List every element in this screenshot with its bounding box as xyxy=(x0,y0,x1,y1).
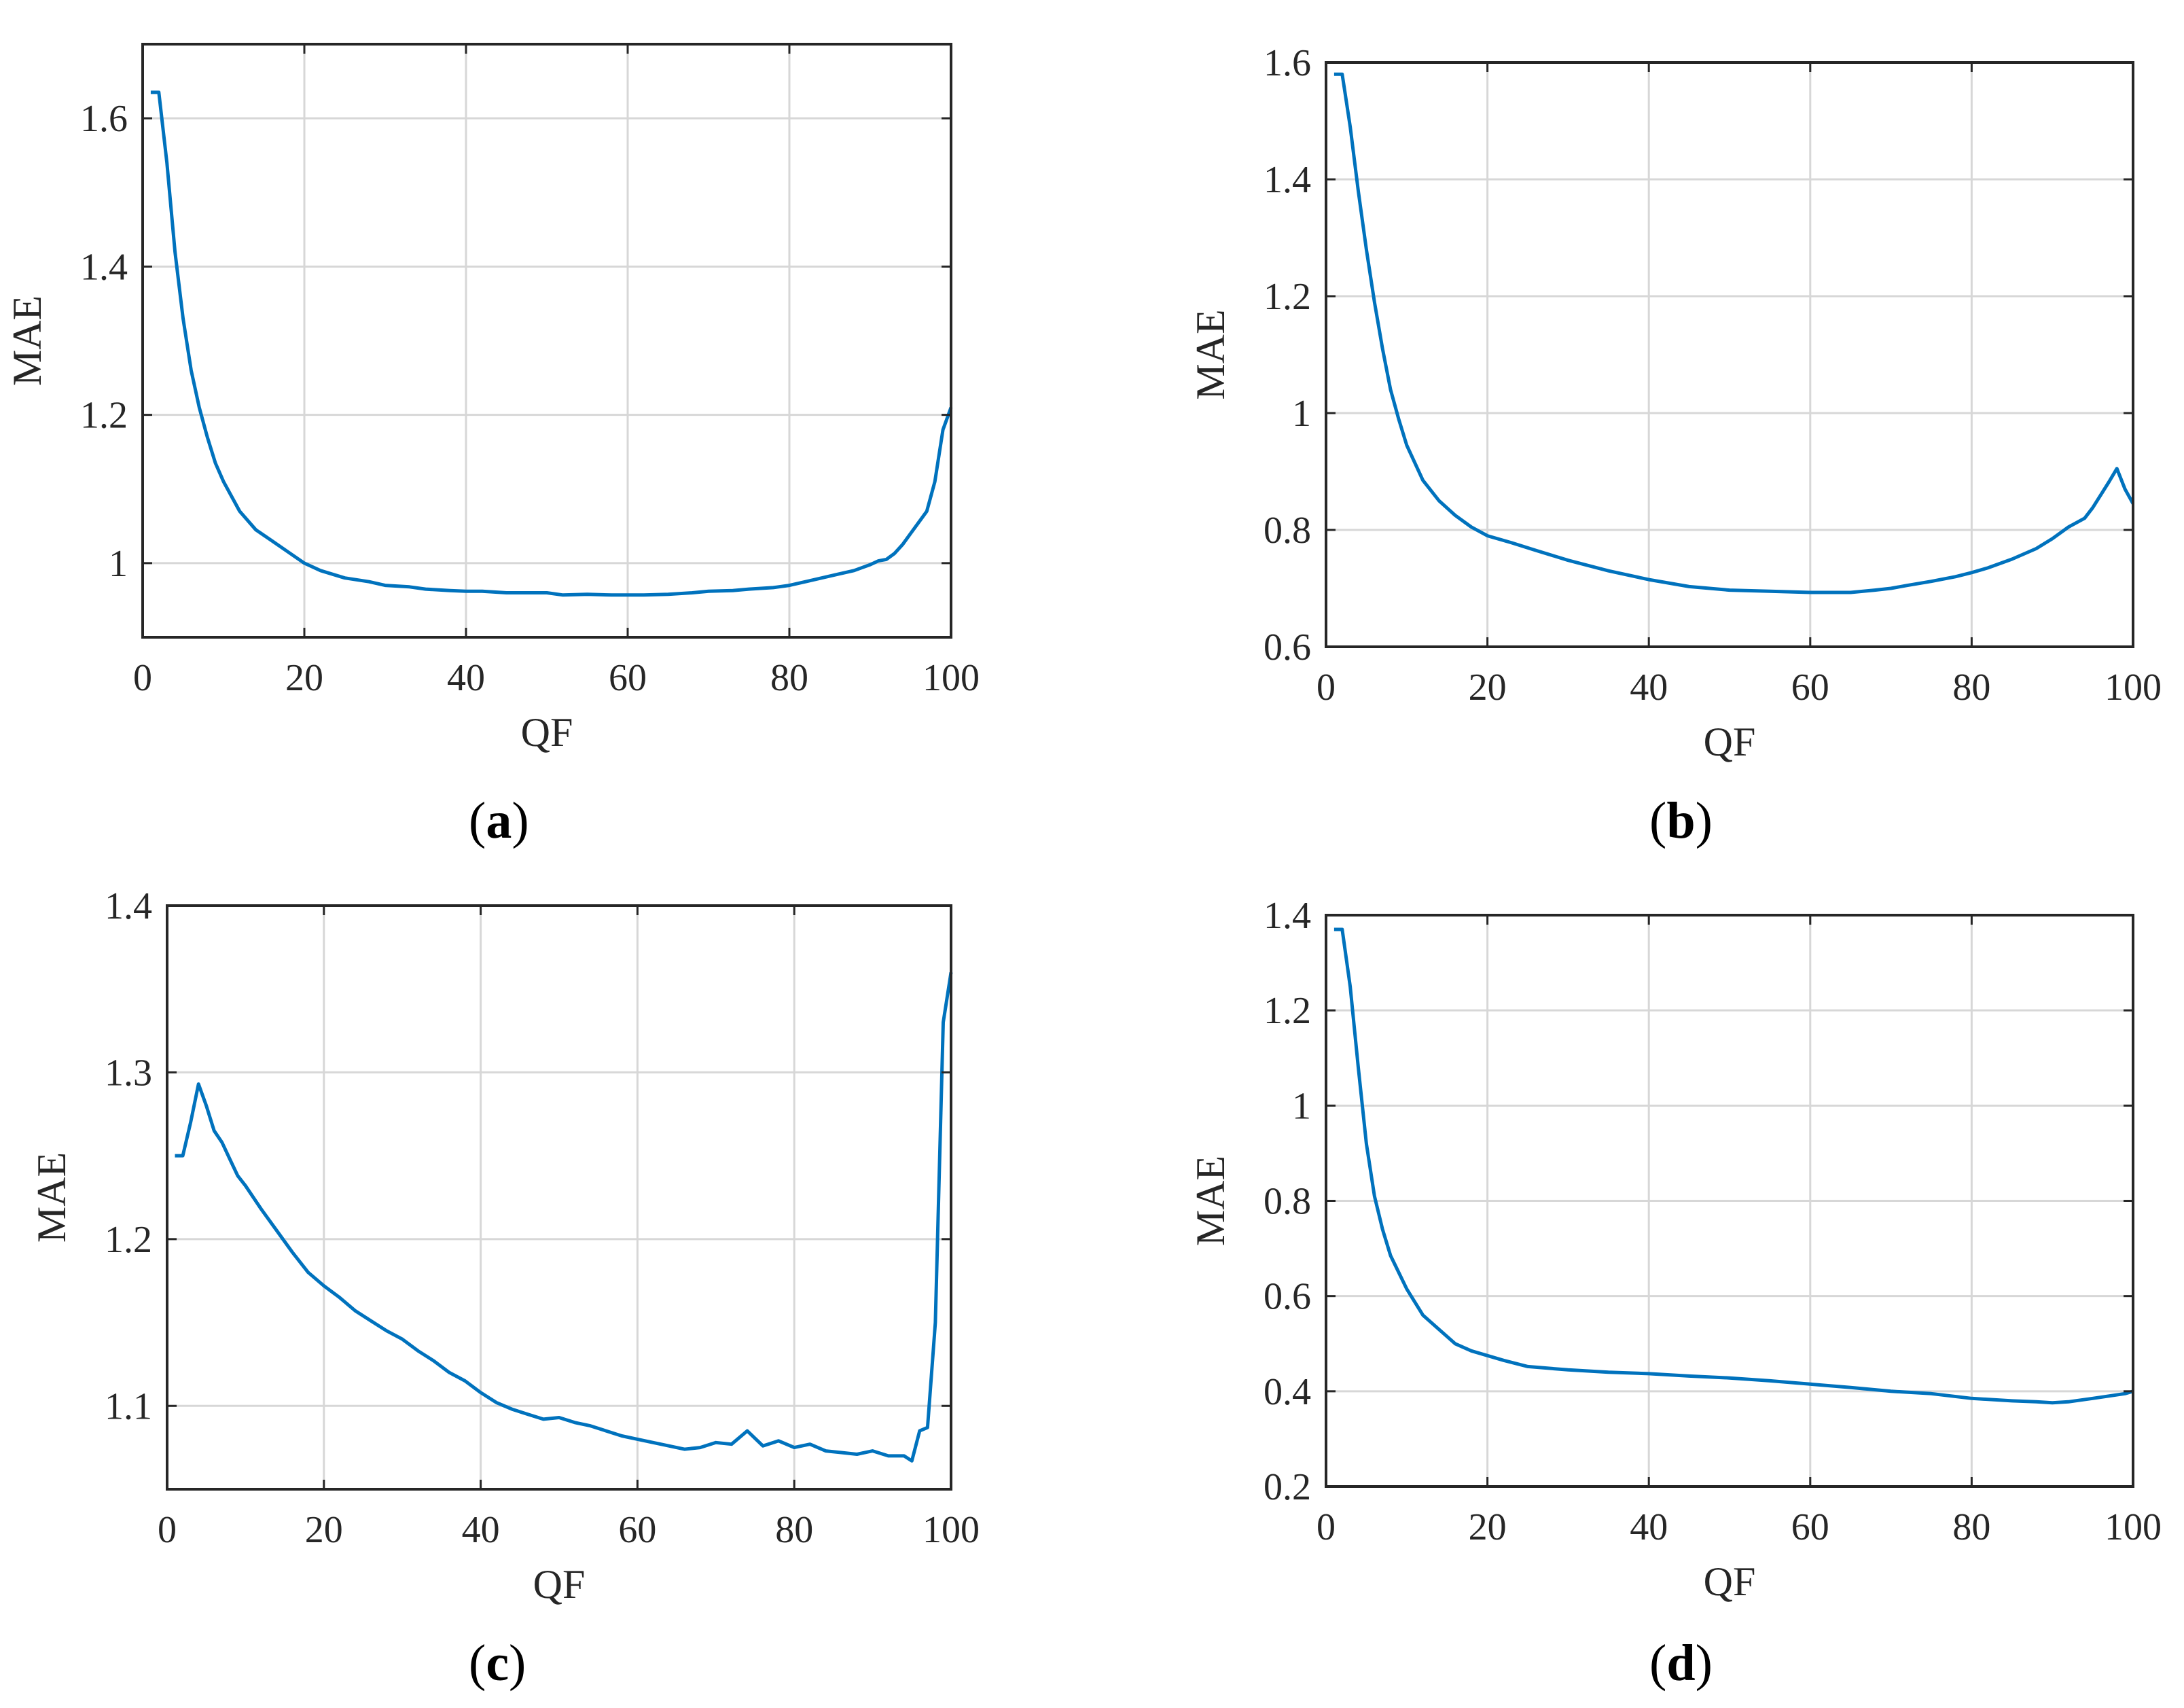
x-tick-label: 100 xyxy=(923,657,980,699)
x-tick-label: 20 xyxy=(1469,1506,1507,1548)
chart-d: 0 20 40 60 80 100 0.2 0.4 0.6 0.8 1 1.2 1.4 QF MAE xyxy=(1188,895,2162,1604)
caption-a: (a) xyxy=(469,792,529,849)
x-axis-label: QF xyxy=(1704,1559,1756,1604)
y-tick-label: 1.4 xyxy=(105,885,152,927)
mae-series-line xyxy=(150,90,953,597)
y-axis-label: MAE xyxy=(1188,309,1233,399)
caption-b: (b) xyxy=(1649,792,1713,849)
y-tick-label: 1 xyxy=(1292,393,1311,435)
x-tick-label: 60 xyxy=(1791,1506,1829,1548)
y-tick-label: 1.4 xyxy=(1264,159,1311,201)
x-tick-label: 80 xyxy=(1952,1506,1990,1548)
x-tick-label: 100 xyxy=(2105,1506,2162,1548)
y-tick-label: 0.6 xyxy=(1264,1276,1311,1318)
y-tick-label: 1.1 xyxy=(105,1385,152,1427)
x-tick-label: 100 xyxy=(2105,666,2162,709)
x-tick-label: 60 xyxy=(609,657,647,699)
caption-c: (c) xyxy=(469,1635,526,1692)
x-tick-label: 80 xyxy=(770,657,808,699)
caption-d: (d) xyxy=(1649,1635,1713,1692)
y-tick-label: 0.6 xyxy=(1264,626,1311,669)
y-tick-label: 0.8 xyxy=(1264,510,1311,552)
y-tick-label: 1.3 xyxy=(105,1052,152,1094)
axes-box xyxy=(166,904,952,1491)
chart-b: 0 20 40 60 80 100 0.6 0.8 1 1.2 1.4 1.6 QF MAE xyxy=(1188,42,2162,764)
y-axis-label: MAE xyxy=(29,1152,74,1243)
y-tick-label: 1.2 xyxy=(1264,276,1311,318)
x-tick-label: 0 xyxy=(1317,1506,1336,1548)
y-tick-label: 1.6 xyxy=(80,98,128,140)
x-tick-label: 80 xyxy=(775,1509,813,1551)
y-tick-label: 1.2 xyxy=(80,395,128,437)
x-axis-label: QF xyxy=(521,710,573,755)
x-tick-label: 0 xyxy=(158,1509,177,1551)
y-tick-label: 0.4 xyxy=(1264,1371,1311,1413)
x-tick-label: 60 xyxy=(618,1509,656,1551)
x-tick-label: 40 xyxy=(1630,666,1668,709)
y-axis-label: MAE xyxy=(5,296,50,386)
x-tick-label: 20 xyxy=(305,1509,343,1551)
y-tick-label: 1 xyxy=(109,543,128,585)
x-tick-label: 20 xyxy=(285,657,323,699)
y-tick-label: 1 xyxy=(1292,1085,1311,1127)
x-tick-label: 100 xyxy=(923,1509,980,1551)
x-tick-label: 40 xyxy=(462,1509,500,1551)
y-tick-label: 1.2 xyxy=(1264,990,1311,1032)
mae-series-line xyxy=(1333,72,2135,594)
y-tick-label: 1.2 xyxy=(105,1219,152,1261)
chart-c: 0 20 40 60 80 100 1.1 1.2 1.3 1.4 QF MAE xyxy=(29,885,980,1607)
mae-series-line xyxy=(175,972,953,1463)
x-tick-label: 40 xyxy=(447,657,485,699)
axes-box xyxy=(1325,61,2134,648)
x-tick-label: 20 xyxy=(1469,666,1507,709)
x-tick-label: 60 xyxy=(1791,666,1829,709)
x-axis-label: QF xyxy=(533,1562,586,1607)
axes-box xyxy=(141,43,952,639)
x-tick-label: 40 xyxy=(1630,1506,1668,1548)
x-tick-label: 0 xyxy=(1317,666,1336,709)
y-tick-label: 0.8 xyxy=(1264,1181,1311,1223)
y-tick-label: 1.6 xyxy=(1264,42,1311,84)
y-axis-label: MAE xyxy=(1188,1156,1233,1246)
x-tick-label: 0 xyxy=(133,657,152,699)
x-axis-label: QF xyxy=(1704,719,1756,764)
y-tick-label: 0.2 xyxy=(1264,1466,1311,1508)
mae-series-line xyxy=(1333,927,2134,1405)
y-tick-label: 1.4 xyxy=(1264,895,1311,937)
x-tick-label: 80 xyxy=(1952,666,1990,709)
chart-a: 0 20 40 60 80 100 1 1.2 1.4 1.6 QF MAE xyxy=(5,43,980,755)
y-tick-label: 1.4 xyxy=(80,246,128,288)
